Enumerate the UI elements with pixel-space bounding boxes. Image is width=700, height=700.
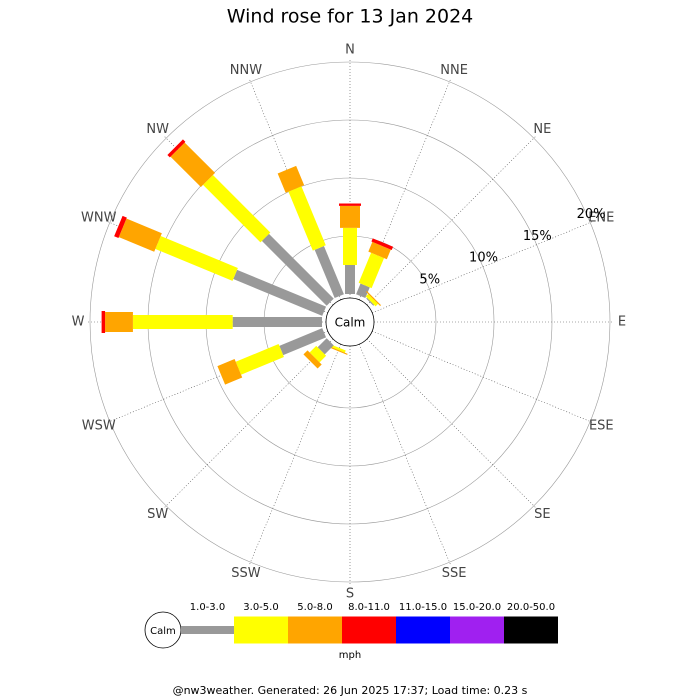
legend-label: 3.0-5.0 [243, 602, 278, 613]
bar-segment [277, 165, 305, 193]
direction-label: WNW [81, 210, 117, 225]
legend-label: 8.0-11.0 [348, 602, 390, 613]
bar-segment [356, 283, 370, 299]
bar-segment [314, 245, 344, 299]
bar-segment [340, 205, 360, 228]
legend-swatch [288, 616, 342, 644]
bar-segment [288, 186, 326, 251]
legend-swatch [504, 616, 558, 644]
legend-swatch [342, 616, 396, 644]
bar-segment [203, 175, 271, 243]
legend-swatch [450, 616, 504, 644]
bar-segment [373, 328, 378, 338]
bar-segment [354, 345, 368, 351]
bar-segment [366, 297, 375, 306]
direction-label: NNW [230, 63, 262, 78]
bar-segment [155, 236, 238, 281]
bar-segment [217, 358, 243, 385]
direction-label: NE [533, 122, 551, 137]
bar-segment [170, 142, 216, 188]
direction-label: NNE [440, 63, 468, 78]
direction-label: S [346, 587, 354, 602]
bar-segment [345, 265, 355, 294]
bar-segment [114, 215, 127, 238]
bar-segment [101, 311, 106, 333]
bar-segment [366, 291, 381, 306]
direction-label: ENE [588, 210, 614, 225]
bar-segment [373, 304, 379, 318]
direction-label: E [618, 315, 626, 330]
bar-segment [339, 203, 361, 206]
legend-label: 20.0-50.0 [507, 602, 555, 613]
calm-label: Calm [335, 316, 366, 330]
calm-circle [325, 297, 375, 347]
direction-label: SW [147, 507, 168, 522]
direction-label: SSE [442, 566, 467, 581]
bar-segment [261, 233, 334, 306]
legend-label: 11.0-15.0 [399, 602, 447, 613]
bar-segment [371, 238, 394, 250]
bar-segment [358, 252, 385, 289]
bar-segment [105, 312, 133, 332]
bar-segment [331, 345, 346, 353]
grid-ring [89, 61, 611, 583]
bar-segment [373, 306, 378, 316]
legend-swatch [181, 626, 234, 634]
direction-label: SE [534, 507, 550, 522]
bar-segment [303, 350, 322, 369]
spoke [372, 221, 593, 314]
r-tick-label: 15% [523, 229, 552, 244]
chart-title: Wind rose for 13 Jan 2024 [227, 6, 474, 28]
r-tick-label: 5% [419, 272, 440, 287]
legend-label: 5.0-8.0 [297, 602, 332, 613]
direction-label: WSW [82, 419, 116, 434]
spoke [164, 338, 334, 508]
bar-segment [279, 328, 327, 356]
units-label: mph [339, 650, 361, 661]
bar-segment [232, 317, 322, 327]
bar-segment [368, 241, 391, 260]
bar-segment [309, 345, 327, 363]
r-tick-label: 10% [469, 251, 498, 266]
bar-segment [132, 315, 233, 329]
bar-segment [365, 293, 379, 307]
spoke [249, 344, 342, 565]
bar-segment [317, 338, 334, 355]
footer: @nw3weather. Generated: 26 Jun 2025 17:3… [173, 684, 528, 697]
bar-segment [328, 346, 348, 355]
spoke [366, 136, 536, 306]
legend-label: 15.0-20.0 [453, 602, 501, 613]
direction-label: NW [146, 122, 169, 137]
bar-segment [235, 344, 284, 375]
direction-label: SSW [231, 566, 261, 581]
legend-swatch [234, 616, 288, 644]
spoke [358, 344, 451, 565]
bar-segment [167, 139, 186, 158]
bar-segment [233, 269, 327, 316]
bar-segment [373, 326, 379, 340]
spoke [372, 330, 593, 423]
legend-calm-label: Calm [150, 626, 176, 637]
direction-label: N [345, 43, 355, 58]
legend-label: 1.0-3.0 [190, 602, 225, 613]
direction-label: W [72, 315, 85, 330]
bar-segment [343, 227, 357, 265]
bar-segment [118, 218, 162, 252]
bar-segment [356, 345, 366, 350]
r-tick-label: 20% [577, 207, 606, 222]
direction-label: ESE [589, 419, 614, 434]
legend-swatch [396, 616, 450, 644]
spoke [366, 338, 536, 508]
